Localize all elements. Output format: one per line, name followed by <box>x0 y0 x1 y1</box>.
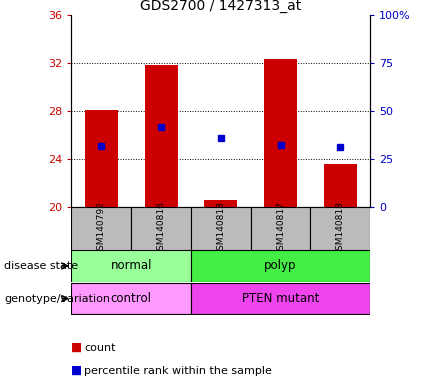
Bar <box>71 283 191 314</box>
Bar <box>191 250 370 281</box>
Text: GSM140817: GSM140817 <box>276 201 285 256</box>
Text: GSM140818: GSM140818 <box>336 201 345 256</box>
Bar <box>71 207 131 250</box>
Text: ■: ■ <box>71 341 83 354</box>
Text: control: control <box>111 292 152 305</box>
Text: ■: ■ <box>71 364 83 377</box>
Text: genotype/variation: genotype/variation <box>4 293 110 304</box>
Bar <box>71 250 191 281</box>
Text: GSM140813: GSM140813 <box>216 201 225 256</box>
Bar <box>251 207 310 250</box>
Bar <box>204 200 237 207</box>
Bar <box>85 110 118 207</box>
Text: count: count <box>84 343 116 353</box>
Bar <box>145 65 178 207</box>
Text: disease state: disease state <box>4 261 78 271</box>
Title: GDS2700 / 1427313_at: GDS2700 / 1427313_at <box>140 0 301 13</box>
Text: normal: normal <box>110 260 152 272</box>
Text: GSM140816: GSM140816 <box>157 201 165 256</box>
Text: PTEN mutant: PTEN mutant <box>242 292 319 305</box>
Text: percentile rank within the sample: percentile rank within the sample <box>84 366 272 376</box>
Text: polyp: polyp <box>264 260 297 272</box>
Bar <box>191 283 370 314</box>
Bar <box>324 164 357 207</box>
Bar <box>191 207 251 250</box>
Bar <box>310 207 370 250</box>
Bar <box>131 207 191 250</box>
Text: GSM140792: GSM140792 <box>97 201 106 256</box>
Bar <box>264 59 297 207</box>
